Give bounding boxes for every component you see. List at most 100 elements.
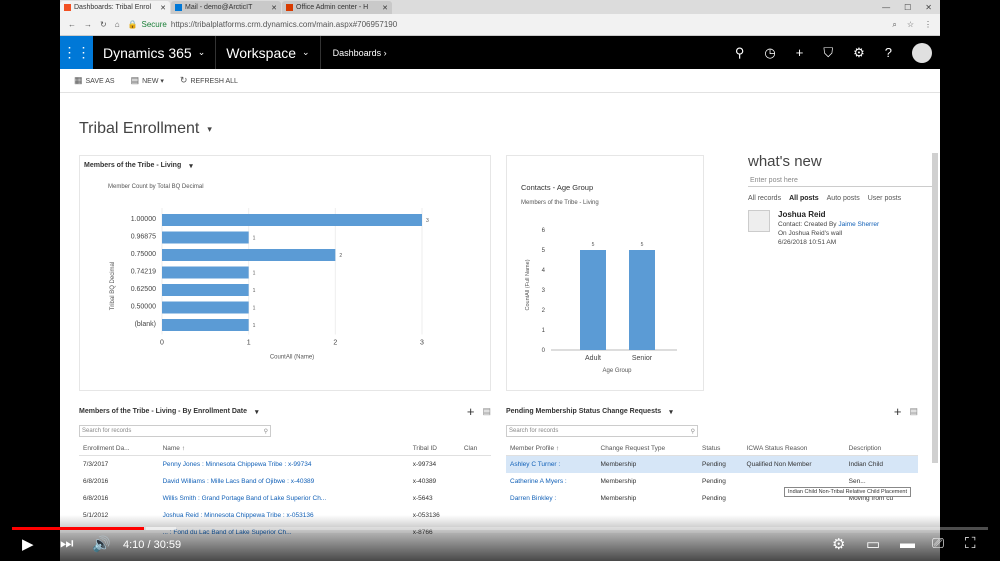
workspace-menu[interactable]: Workspace ⌄	[216, 45, 319, 61]
scrollbar[interactable]	[932, 153, 938, 463]
url-field[interactable]: 🔒 Secure https://tribalplatforms.crm.dynam…	[128, 20, 398, 29]
search-icon[interactable]: ⚲	[690, 429, 695, 435]
y-tick-label: 0	[542, 348, 546, 354]
cast-icon[interactable]: ⎚	[932, 535, 945, 552]
column-header[interactable]: Enrollment Da...	[79, 442, 159, 456]
chevron-down-icon[interactable]: ▾	[669, 408, 673, 416]
filter-auto-posts[interactable]: Auto posts	[826, 195, 860, 202]
table-cell: Membership	[600, 495, 637, 502]
table-cell[interactable]: Penny Jones : Minnesota Chippewa Tribe :…	[162, 461, 312, 468]
data-label: 1	[253, 271, 256, 277]
time-display: 4:10 / 30:59	[123, 539, 182, 551]
chevron-down-icon: ▾	[207, 123, 212, 134]
table-cell[interactable]: Catherine A Myers :	[510, 478, 567, 485]
minimize-icon[interactable]: —	[882, 2, 891, 12]
chevron-down-icon[interactable]: ▾	[255, 408, 259, 416]
column-header[interactable]: Clan	[459, 442, 491, 456]
filter-icon[interactable]: ⛉	[823, 44, 834, 60]
table-cell: 6/8/2016	[83, 478, 109, 485]
star-icon[interactable]: ☆	[906, 19, 914, 29]
column-header[interactable]: Status	[698, 442, 743, 456]
add-icon[interactable]: +	[795, 45, 804, 60]
browser-tab[interactable]: Mail - demo@ArcticIT ✕	[171, 1, 281, 14]
app-launcher-icon[interactable]: ⋮⋮	[60, 36, 93, 69]
fullscreen-icon[interactable]: ⛶	[965, 535, 976, 552]
post-author[interactable]: Joshua Reid	[778, 210, 826, 219]
reload-icon[interactable]: ↻	[100, 20, 107, 29]
search-icon[interactable]: ⚲	[263, 429, 268, 435]
column-header[interactable]: Name ↑	[158, 442, 409, 456]
column-header[interactable]: Tribal ID	[408, 442, 460, 456]
close-icon[interactable]: ✕	[382, 4, 388, 12]
post-creator-link[interactable]: Jaime Sherrer	[838, 221, 880, 228]
table-row[interactable]: 6/8/2016 Willis Smith : Grand Portage Ban…	[79, 490, 491, 507]
menu-icon[interactable]: ⋮	[924, 19, 932, 29]
column-header[interactable]: Change Request Type	[596, 442, 698, 456]
add-icon[interactable]: +	[893, 404, 902, 419]
maximize-icon[interactable]: ☐	[904, 2, 912, 12]
avatar[interactable]	[912, 42, 932, 63]
bar	[162, 214, 422, 226]
settings-icon[interactable]: ⚙	[832, 536, 846, 553]
panel-title: Contacts - Age Group	[521, 183, 594, 192]
table-cell[interactable]: Darren Binkley :	[510, 495, 557, 502]
table-cell[interactable]: David Williams : Mille Lacs Band of Ojib…	[162, 478, 315, 485]
forward-icon[interactable]: →	[84, 20, 92, 29]
brand[interactable]: Dynamics 365 ⌄	[93, 45, 215, 61]
home-icon[interactable]: ⌂	[114, 20, 120, 29]
close-icon[interactable]: ✕	[271, 4, 277, 12]
help-icon[interactable]: ?	[884, 45, 892, 60]
table-row[interactable]: Ashley C Turner : Membership Pending Qualif…	[506, 455, 918, 473]
browser-tab[interactable]: Dashboards: Tribal Enrol ✕	[60, 1, 170, 14]
next-icon[interactable]: ⏭	[60, 535, 74, 552]
close-window-icon[interactable]: ✕	[925, 2, 932, 12]
progress-bar[interactable]	[12, 527, 988, 530]
table-row[interactable]: 7/3/2017 Penny Jones : Minnesota Chippewa…	[79, 456, 491, 474]
post-input[interactable]: Enter post here	[748, 175, 933, 187]
bar	[629, 250, 655, 350]
add-icon[interactable]: +	[466, 404, 475, 419]
x-tick-label: 2	[333, 340, 337, 347]
table-cell[interactable]: Willis Smith : Grand Portage Band of Lak…	[162, 495, 327, 502]
search-input[interactable]: Search for records ⚲	[79, 425, 271, 437]
bar	[162, 301, 249, 314]
table-cell[interactable]: Ashley C Turner :	[510, 461, 561, 468]
chart-subtitle: Members of the Tribe - Living	[521, 200, 599, 206]
column-header[interactable]: ICWA Status Reason	[742, 442, 845, 456]
table-cell: x-99734	[412, 461, 437, 468]
play-icon[interactable]: ▶	[22, 536, 34, 553]
table-row[interactable]: Catherine A Myers : Membership Pending Sen.…	[506, 473, 918, 490]
top-nav: ⋮⋮ Dynamics 365 ⌄ Workspace ⌄ Dashboards ›…	[60, 36, 940, 69]
table-row[interactable]: 6/8/2016 David Williams : Mille Lacs Band…	[79, 473, 491, 490]
back-icon[interactable]: ←	[68, 20, 76, 29]
browser-tab[interactable]: Office Admin center - H ✕	[282, 1, 392, 14]
grid-view-icon[interactable]: ▤	[482, 406, 491, 416]
filter-user-posts[interactable]: User posts	[867, 195, 902, 202]
chevron-down-icon[interactable]: ▾	[189, 163, 193, 170]
theater-icon[interactable]: ▬	[900, 535, 915, 552]
column-header[interactable]: Member Profile ↑	[506, 442, 597, 456]
volume-icon[interactable]: 🔊	[92, 536, 111, 553]
history-icon[interactable]: ◷	[764, 44, 776, 60]
column-header[interactable]: Description	[844, 442, 918, 456]
filter-all-posts[interactable]: All posts	[789, 195, 819, 202]
table-row[interactable]: Darren Binkley : Membership Pending Moving …	[506, 490, 918, 507]
new-button[interactable]: ▤ NEW ▾	[131, 75, 164, 86]
post-filters: All records All posts Auto posts User po…	[748, 195, 933, 202]
close-icon[interactable]: ✕	[160, 4, 166, 12]
save-as-button[interactable]: ▦ SAVE AS	[74, 75, 115, 86]
post-item: Joshua Reid Contact: Created By Jaime Sh…	[748, 210, 933, 246]
search-input[interactable]: Search for records ⚲	[506, 425, 698, 437]
zoom-icon[interactable]: ⌕	[892, 19, 897, 29]
chevron-down-icon: ⌄	[302, 47, 310, 57]
miniplayer-icon[interactable]: ▭	[866, 536, 881, 553]
office-icon	[286, 4, 293, 11]
dashboard-selector[interactable]: Tribal Enrollment ▾	[79, 120, 212, 138]
table-cell: 6/8/2016	[83, 495, 109, 502]
grid-view-icon[interactable]: ▤	[909, 406, 918, 416]
gear-icon[interactable]: ⚙	[853, 44, 865, 60]
search-icon[interactable]: ⚲	[734, 44, 745, 60]
breadcrumb[interactable]: Dashboards ›	[321, 48, 399, 58]
refresh-button[interactable]: ↻ REFRESH ALL	[180, 75, 238, 86]
filter-all-records[interactable]: All records	[748, 195, 782, 202]
